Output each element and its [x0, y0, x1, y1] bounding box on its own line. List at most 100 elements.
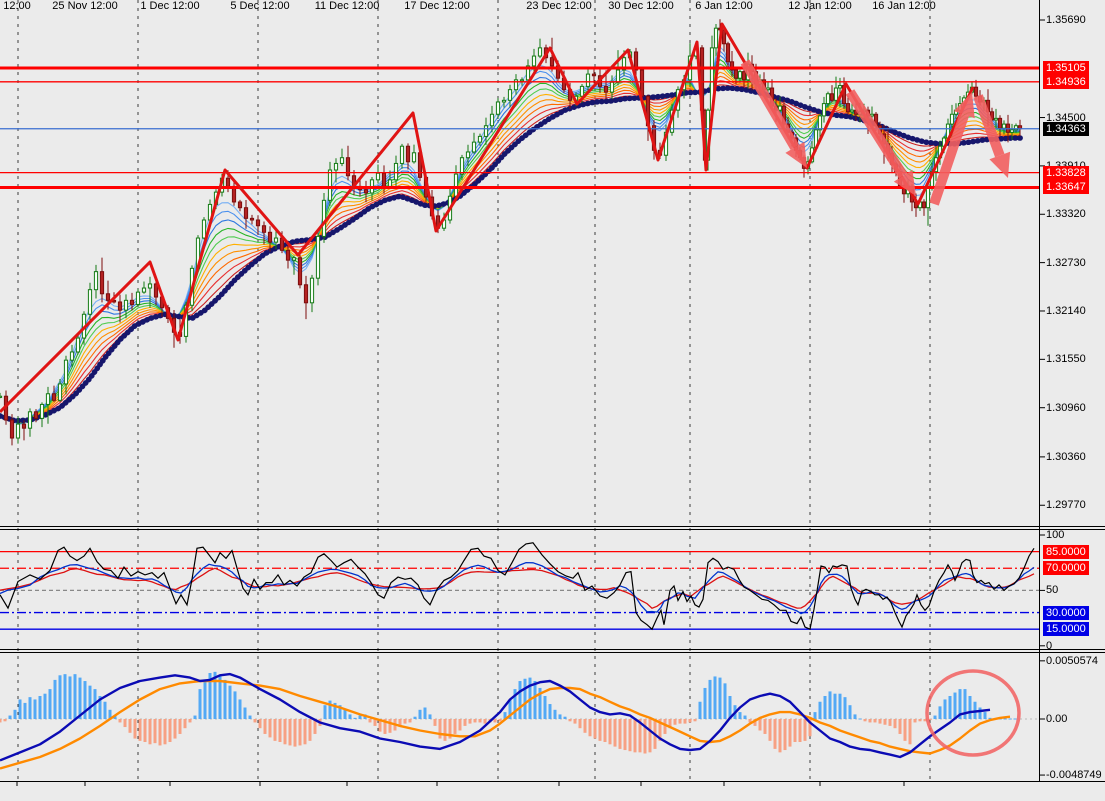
candle-bullish — [411, 152, 417, 163]
macd-histogram-bar — [58, 675, 62, 719]
macd-histogram-bar — [353, 717, 357, 719]
macd-histogram-bar — [618, 719, 622, 749]
candle-bullish — [483, 125, 489, 137]
macd-histogram-bar — [713, 676, 717, 719]
macd-histogram-bar — [938, 706, 942, 719]
macd-histogram-bar — [78, 677, 82, 719]
oscillator-level-badge: 70.0000 — [1043, 561, 1089, 576]
candle-bearish — [255, 219, 261, 227]
macd-axis-label: 0.0050574 — [1046, 654, 1098, 667]
time-axis-label: 5 Dec 12:00 — [230, 0, 290, 12]
macd-histogram-bar — [288, 719, 292, 746]
macd-histogram-bar — [743, 715, 747, 719]
candle-bullish — [713, 27, 719, 49]
candle-bearish — [237, 201, 243, 209]
macd-main-line — [0, 672, 991, 762]
candle-bearish — [603, 85, 609, 93]
candle-bearish — [105, 293, 111, 301]
ribbon-ma-line — [0, 67, 1021, 423]
macd-histogram-bar — [908, 719, 912, 745]
macd-histogram-bar — [918, 719, 922, 722]
candle-bullish — [993, 117, 999, 121]
macd-histogram-bar — [163, 719, 167, 745]
macd-histogram-bar — [388, 719, 392, 733]
current-price-badge: 1.34363 — [1043, 121, 1089, 136]
macd-histogram-bar — [223, 679, 227, 719]
candle-bearish — [997, 117, 1003, 129]
price-axis-label: 1.31550 — [1046, 353, 1086, 366]
zigzag-line — [0, 22, 975, 414]
candle-bullish — [579, 85, 585, 97]
macd-histogram-bar — [648, 719, 652, 753]
macd-histogram-bar — [438, 719, 442, 739]
macd-histogram-bar — [843, 697, 847, 719]
macd-histogram-bar — [98, 696, 102, 719]
candle-bullish — [531, 55, 537, 67]
macd-histogram-bar — [168, 719, 172, 742]
macd-panel[interactable] — [0, 669, 1039, 770]
main-price-panel[interactable] — [0, 19, 1025, 446]
candle-bullish — [399, 145, 405, 164]
candle-bullish — [87, 289, 93, 315]
macd-histogram-bar — [873, 719, 877, 723]
candle-bearish — [303, 284, 309, 304]
macd-histogram-bar — [823, 696, 827, 719]
macd-histogram-bar — [423, 707, 427, 719]
oscillator-axis-label: 50 — [1046, 584, 1059, 597]
candle-bullish — [507, 89, 513, 101]
macd-histogram-bar — [638, 719, 642, 753]
candle-bullish — [27, 411, 33, 429]
candle-bullish — [837, 85, 843, 89]
macd-histogram-bar — [108, 709, 112, 719]
macd-histogram-bar — [138, 719, 142, 741]
macd-histogram-bar — [868, 719, 872, 723]
stochastic-panel[interactable] — [0, 542, 1039, 631]
macd-histogram-bar — [783, 719, 787, 751]
macd-histogram-bar — [268, 719, 272, 738]
macd-histogram-bar — [303, 719, 307, 745]
macd-histogram-bar — [763, 719, 767, 734]
macd-histogram-bar — [793, 719, 797, 742]
macd-histogram-bar — [443, 719, 447, 741]
macd-histogram-bar — [863, 719, 867, 722]
candle-bearish — [921, 201, 927, 209]
candle-bullish — [825, 93, 831, 105]
macd-histogram-bar — [958, 689, 962, 719]
candlestick-series[interactable] — [0, 19, 1023, 446]
oscillator-axis-label: 100 — [1046, 529, 1065, 541]
candle-bearish — [153, 283, 159, 298]
candle-bullish — [777, 105, 783, 111]
macd-histogram-bar — [208, 673, 212, 719]
macd-histogram-bar — [818, 701, 822, 719]
candle-bearish — [345, 157, 351, 177]
panel-borders — [0, 0, 1105, 782]
candle-bullish — [375, 172, 381, 181]
macd-histogram-bar — [133, 719, 137, 739]
macd-histogram-bar — [583, 719, 587, 733]
candle-bearish — [297, 257, 303, 286]
candle-bullish — [585, 73, 591, 87]
macd-histogram-bar — [493, 719, 497, 723]
macd-histogram-bar — [153, 719, 157, 744]
macd-histogram-bar — [808, 719, 812, 737]
oscillator-level-badge: 15.0000 — [1043, 622, 1089, 637]
candle-bullish — [141, 287, 147, 293]
macd-histogram-bar — [723, 683, 727, 719]
macd-histogram-bar — [768, 719, 772, 741]
macd-histogram-bar — [343, 709, 347, 719]
candle-bullish — [925, 185, 931, 209]
macd-histogram-bar — [848, 705, 852, 719]
macd-histogram-bar — [473, 719, 477, 723]
candle-bullish — [75, 337, 81, 353]
macd-histogram-bar — [453, 719, 457, 734]
time-gridlines — [17, 0, 931, 781]
price-axis-label: 1.30960 — [1046, 401, 1086, 414]
candle-bullish — [465, 151, 471, 159]
macd-histogram-bar — [968, 696, 972, 719]
macd-histogram-bar — [383, 719, 387, 734]
macd-histogram-bar — [838, 693, 842, 719]
macd-histogram-bar — [503, 712, 507, 719]
macd-histogram-bar — [338, 705, 342, 719]
